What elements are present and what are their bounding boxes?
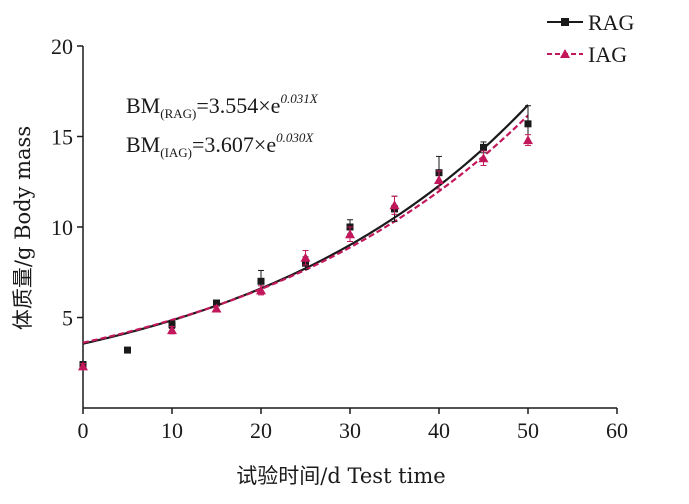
- equation-iag: BM(IAG)=3.607×e0.030X: [126, 130, 314, 160]
- data-point-rag: [257, 277, 265, 285]
- equation-rag-main: BM: [126, 93, 160, 118]
- legend-item-iag: IAG: [547, 42, 627, 67]
- y-tick-label: 20: [51, 34, 73, 59]
- x-tick-label: 20: [250, 418, 272, 443]
- data-point-iag: [300, 252, 311, 262]
- y-ticks: 5 10 15 20: [51, 34, 83, 331]
- series-iag: [78, 134, 533, 371]
- y-axis-title: 体质量/g Body mass: [11, 126, 35, 330]
- x-tick-label: 10: [161, 418, 183, 443]
- data-point-iag: [256, 285, 266, 295]
- equation-rag: BM(RAG)=3.554×e0.031X: [126, 91, 319, 121]
- data-point-rag: [480, 143, 487, 151]
- y-tick-label: 10: [51, 215, 73, 240]
- data-point-iag: [167, 325, 177, 335]
- legend-label-iag: IAG: [588, 42, 627, 67]
- legend: RAG IAG: [547, 10, 635, 67]
- data-point-rag: [124, 346, 131, 354]
- axes: 0 10 20 30 40 50 60 5 10 15 20: [51, 34, 628, 443]
- data-point-rag: [213, 299, 220, 307]
- data-point-iag: [211, 303, 222, 313]
- data-point-rag: [168, 321, 176, 329]
- data-point-iag: [345, 229, 355, 239]
- data-point-iag: [78, 361, 88, 371]
- y-tick-label: 5: [62, 306, 73, 331]
- y-tick-label: 15: [51, 125, 73, 150]
- equation-iag-sup: 0.030X: [276, 130, 314, 145]
- x-axis-title: 试验时间/d Test time: [236, 464, 445, 488]
- data-point-iag: [478, 153, 489, 163]
- equation-rag-sub: (RAG): [160, 106, 196, 121]
- legend-marker-rag: [561, 18, 569, 26]
- legend-label-rag: RAG: [588, 10, 635, 35]
- equation-iag-sub: (IAG): [160, 145, 192, 160]
- data-point-iag: [523, 135, 533, 145]
- x-tick-label: 60: [606, 418, 628, 443]
- equation-iag-main: BM: [126, 132, 160, 157]
- equation-rag-mid: =3.554×e: [196, 93, 280, 118]
- x-tick-label: 50: [517, 418, 539, 443]
- x-tick-label: 0: [78, 418, 89, 443]
- x-tick-label: 40: [428, 418, 450, 443]
- data-points: [78, 105, 533, 371]
- x-tick-label: 30: [339, 418, 361, 443]
- data-point-rag: [524, 120, 532, 128]
- equation-iag-mid: =3.607×e: [192, 132, 276, 157]
- equation-rag-sup: 0.031X: [280, 91, 318, 106]
- data-point-iag: [389, 200, 400, 210]
- x-ticks: 0 10 20 30 40 50 60: [78, 408, 628, 443]
- legend-item-rag: RAG: [547, 10, 635, 35]
- data-point-iag: [434, 174, 444, 184]
- legend-marker-iag: [560, 49, 570, 58]
